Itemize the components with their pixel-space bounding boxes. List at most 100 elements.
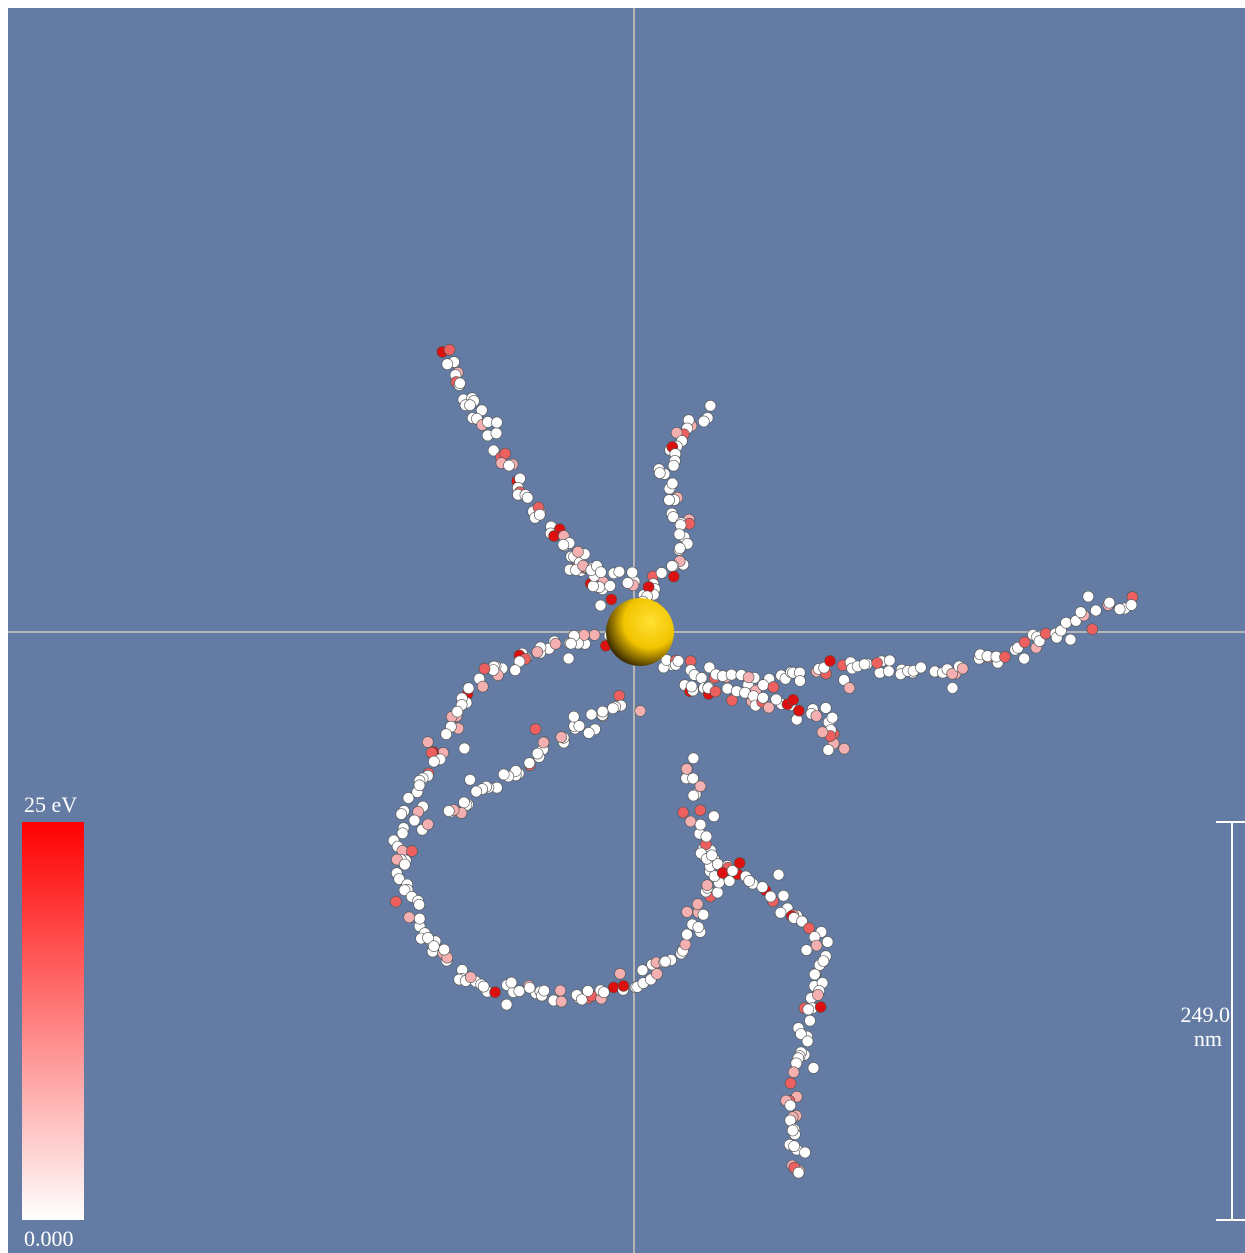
track-point <box>1019 637 1030 648</box>
track-point <box>695 781 706 792</box>
track-point <box>1087 624 1098 635</box>
track-point <box>452 706 463 717</box>
track-point <box>682 906 693 917</box>
track-point <box>1065 634 1076 645</box>
track-point <box>1040 628 1051 639</box>
track-point <box>530 724 541 735</box>
track-point <box>404 912 415 923</box>
track-point <box>686 681 697 692</box>
track-point <box>465 972 476 983</box>
track-point <box>793 1167 804 1178</box>
track-point <box>702 880 713 891</box>
track-point <box>442 359 453 370</box>
track-point <box>614 690 625 701</box>
track-point <box>771 694 782 705</box>
track-point <box>1019 653 1030 664</box>
track-point <box>403 793 414 804</box>
track-point <box>471 786 482 797</box>
track-point <box>532 748 543 759</box>
track-point <box>795 675 806 686</box>
track-point <box>667 478 678 489</box>
track-point <box>595 600 606 611</box>
track-point <box>549 531 560 542</box>
track-point <box>414 899 425 910</box>
track-point <box>441 729 452 740</box>
track-point <box>510 665 521 676</box>
track-point <box>681 763 692 774</box>
track-point <box>550 638 561 649</box>
track-point <box>1104 597 1115 608</box>
track-point <box>588 581 599 592</box>
track-point <box>407 846 418 857</box>
source-sphere <box>606 598 674 666</box>
track-point <box>743 672 754 683</box>
track-point <box>1114 604 1125 615</box>
track-point <box>615 968 626 979</box>
track-point <box>455 378 466 389</box>
track-point <box>522 492 533 503</box>
track-point <box>706 850 717 861</box>
track-point <box>827 712 838 723</box>
track-point <box>664 495 675 506</box>
track-point <box>660 956 671 967</box>
track-point <box>556 996 567 1007</box>
track-point <box>778 890 789 901</box>
track-point <box>800 1147 811 1158</box>
track-point <box>789 1141 800 1152</box>
track-point <box>680 939 691 950</box>
colorbar-max-label: 25 eV <box>24 792 77 817</box>
track-point <box>682 929 693 940</box>
track-point <box>872 658 883 669</box>
track-point <box>788 1067 799 1078</box>
track-point <box>717 867 728 878</box>
track-point <box>667 561 678 572</box>
track-point <box>734 858 745 869</box>
track-point <box>538 737 549 748</box>
track-point <box>654 468 665 479</box>
track-point <box>478 981 489 992</box>
track-point <box>589 629 600 640</box>
track-point <box>652 968 663 979</box>
track-point <box>428 756 439 767</box>
track-point <box>1000 651 1011 662</box>
track-point <box>793 705 804 716</box>
track-point <box>556 732 567 743</box>
track-point <box>422 737 433 748</box>
track-point <box>397 828 408 839</box>
track-point <box>524 758 535 769</box>
track-point <box>608 982 619 993</box>
track-point <box>701 831 712 842</box>
track-point <box>801 945 812 956</box>
track-point <box>477 681 488 692</box>
track-point <box>809 969 820 980</box>
track-point <box>390 896 401 907</box>
track-point <box>506 977 517 988</box>
colorbar <box>22 822 84 1220</box>
track-point <box>884 655 895 666</box>
track-point <box>674 529 685 540</box>
track-point <box>803 1004 814 1015</box>
track-point <box>839 743 850 754</box>
track-point <box>618 980 629 991</box>
track-point <box>614 566 625 577</box>
track-point <box>501 999 512 1010</box>
track-point <box>444 344 455 355</box>
track-point <box>883 666 894 677</box>
track-point <box>598 987 609 998</box>
track-point <box>566 638 577 649</box>
scale-bar-value: 249.0 <box>1181 1002 1231 1027</box>
track-point <box>818 956 829 967</box>
colorbar-min-label: 0.000 <box>24 1226 74 1251</box>
track-point <box>465 774 476 785</box>
track-point <box>627 567 638 578</box>
track-point <box>695 819 706 830</box>
track-point <box>678 807 689 818</box>
track-point <box>1061 617 1072 628</box>
track-point <box>765 891 776 902</box>
track-point <box>656 567 667 578</box>
track-point <box>563 653 574 664</box>
track-point <box>396 809 407 820</box>
track-point <box>957 663 968 674</box>
track-point <box>532 647 543 658</box>
track-point <box>820 702 831 713</box>
